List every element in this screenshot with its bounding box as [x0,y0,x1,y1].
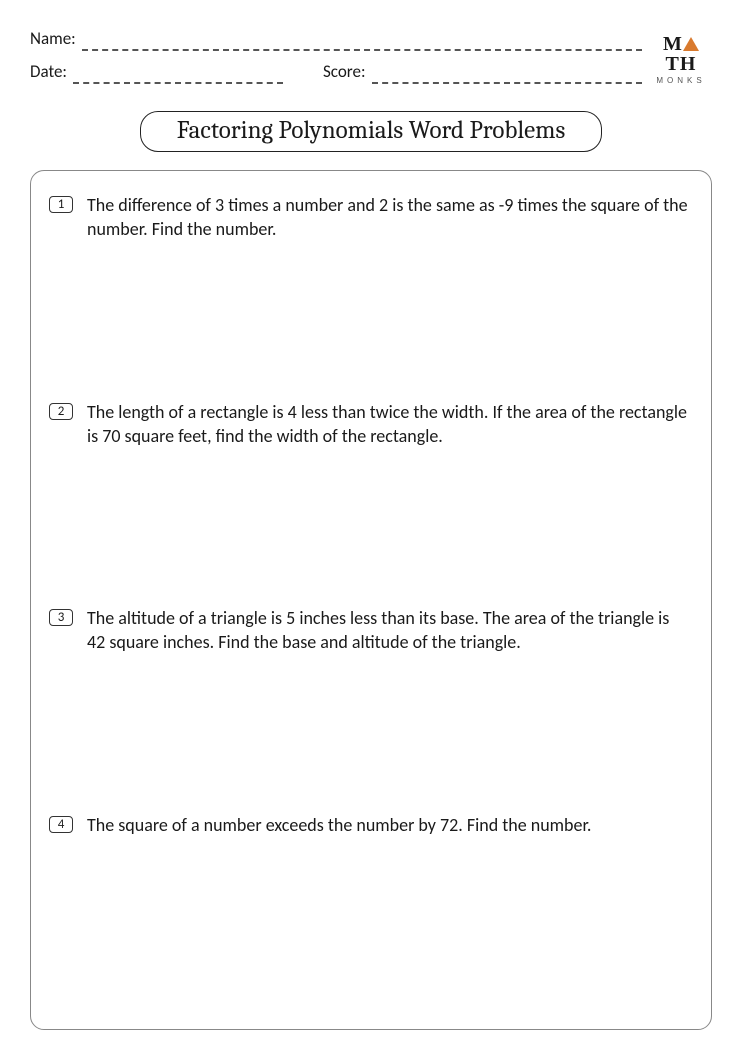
title-container: Factoring Polynomials Word Problems [30,111,712,152]
triangle-icon [683,37,699,51]
date-input-line[interactable] [73,68,283,84]
problem-text: The length of a rectangle is 4 less than… [87,400,689,449]
date-score-row: Date: Score: [30,61,642,84]
problem-text: The difference of 3 times a number and 2… [87,193,689,242]
brand-logo: MTH MONKS [642,28,712,85]
problems-container: 1 The difference of 3 times a number and… [30,170,712,1030]
problem-number: 3 [49,609,73,626]
date-label: Date: [30,61,73,84]
score-label: Score: [283,61,372,84]
header-fields: Name: Date: Score: [30,28,642,84]
problem-number: 2 [49,403,73,420]
logo-letters-th: TH [666,53,697,75]
problem-item: 1 The difference of 3 times a number and… [49,193,689,242]
worksheet-header: Name: Date: Score: MTH MONKS [30,28,712,85]
problem-number: 4 [49,816,73,833]
name-label: Name: [30,28,82,51]
problem-text: The altitude of a triangle is 5 inches l… [87,606,689,655]
problem-number: 1 [49,196,73,213]
logo-text-bottom: MONKS [650,76,712,85]
problem-item: 2 The length of a rectangle is 4 less th… [49,400,689,449]
problem-item: 3 The altitude of a triangle is 5 inches… [49,606,689,655]
logo-text-top: MTH [650,34,712,74]
problem-text: The square of a number exceeds the numbe… [87,813,689,837]
score-input-line[interactable] [372,68,642,84]
name-input-line[interactable] [82,35,642,51]
problem-item: 4 The square of a number exceeds the num… [49,813,689,837]
logo-letter-m: M [663,33,683,55]
name-row: Name: [30,28,642,51]
worksheet-title: Factoring Polynomials Word Problems [140,111,603,152]
